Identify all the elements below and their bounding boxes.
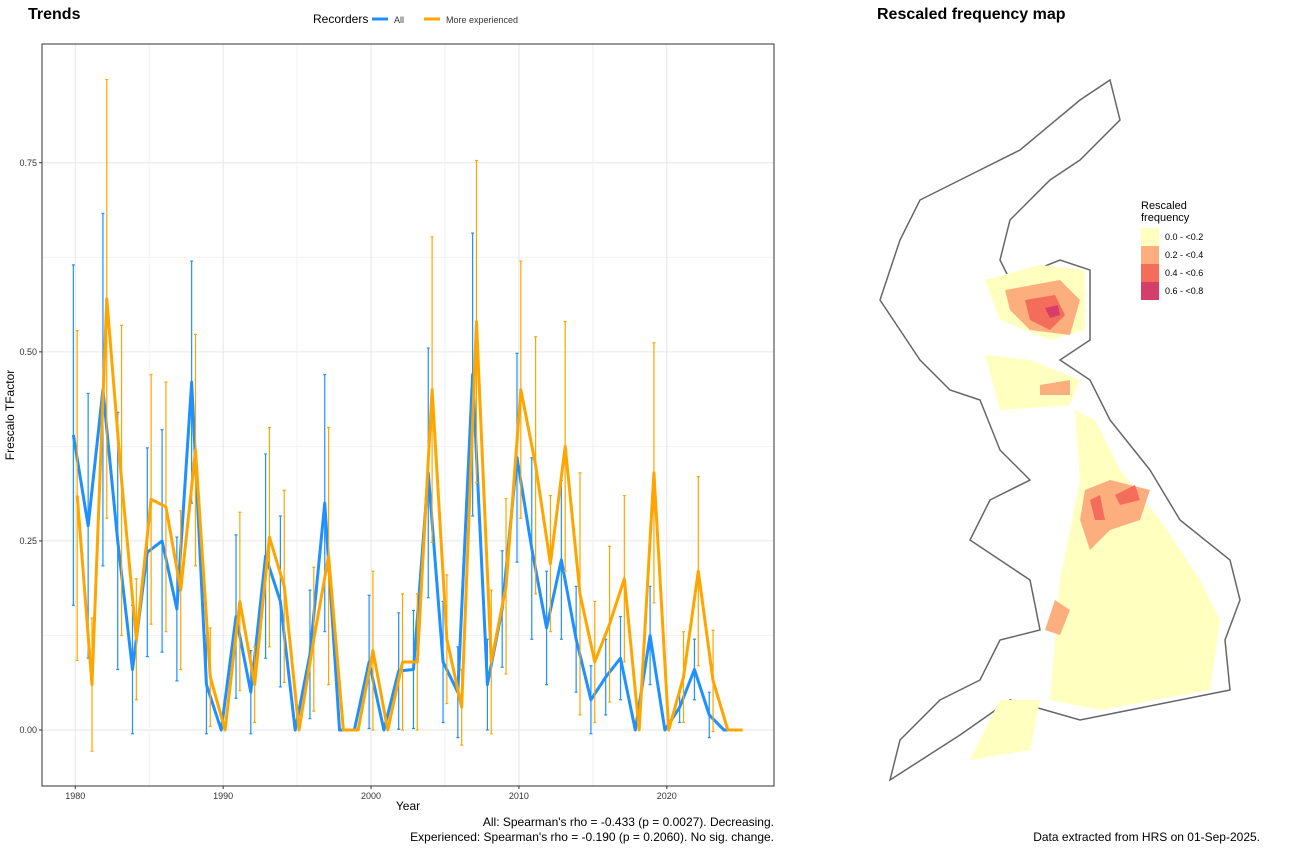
legend-item: 0.6 - <0.8 (1141, 282, 1211, 300)
legend-swatch (1141, 282, 1159, 300)
legend-item: 0.0 - <0.2 (1141, 228, 1211, 246)
y-tick-label: 0.75 (19, 158, 37, 168)
y-tick-label: 0.50 (19, 347, 37, 357)
map-area (970, 700, 1040, 760)
x-tick-label: 2010 (509, 791, 529, 801)
map-legend: Rescaled frequency 0.0 - <0.2 0.2 - <0.4 0… (1141, 200, 1211, 300)
y-axis-label: Frescalo TFactor (3, 370, 17, 460)
series-line (75, 297, 743, 732)
map-area (1045, 305, 1060, 318)
legend-swatch (1141, 246, 1159, 264)
series (75, 78, 743, 752)
y-tick-label: 0.25 (19, 536, 37, 546)
legend-label: 0.4 - <0.6 (1165, 268, 1204, 278)
legend-label: More experienced (446, 15, 518, 25)
map-note: Data extracted from HRS on 01-Sep-2025. (1033, 830, 1260, 844)
map-area (1090, 495, 1105, 520)
legend-title: Recorders (313, 12, 368, 26)
map-area (1045, 600, 1070, 635)
map-title: Rescaled frequency map (877, 6, 1066, 23)
error-bar (71, 264, 75, 606)
annotation: Experienced: Spearman's rho = -0.190 (p … (410, 830, 774, 844)
map-area (1050, 410, 1220, 710)
legend-label: All (394, 15, 404, 25)
series-line (71, 373, 739, 732)
chart-title: Trends (28, 6, 81, 23)
error-bar (75, 330, 79, 662)
map-area (1025, 295, 1065, 330)
x-axis-label: Year (396, 799, 420, 813)
legend-label: 0.0 - <0.2 (1165, 232, 1204, 242)
map (879, 78, 1241, 782)
map-area (1040, 380, 1070, 395)
plot-border (41, 43, 775, 787)
x-tick-label: 2000 (361, 791, 381, 801)
x-tick-label: 1980 (65, 791, 85, 801)
map-legend-title: Rescaled frequency (1141, 200, 1190, 224)
legend-swatch (1141, 264, 1159, 282)
map-area (985, 355, 1080, 410)
x-tick-label: 1990 (213, 791, 233, 801)
legend-swatch (1141, 228, 1159, 246)
annotation: All: Spearman's rho = -0.433 (p = 0.0027… (483, 815, 774, 829)
legend-label: 0.6 - <0.8 (1165, 286, 1204, 296)
legend-item: 0.4 - <0.6 (1141, 264, 1211, 282)
map-area (1115, 485, 1140, 505)
x-tick-label: 2020 (657, 791, 677, 801)
legend-label: 0.2 - <0.4 (1165, 250, 1204, 260)
legend-item: 0.2 - <0.4 (1141, 246, 1211, 264)
series (71, 212, 739, 739)
y-tick-label: 0.00 (19, 725, 37, 735)
